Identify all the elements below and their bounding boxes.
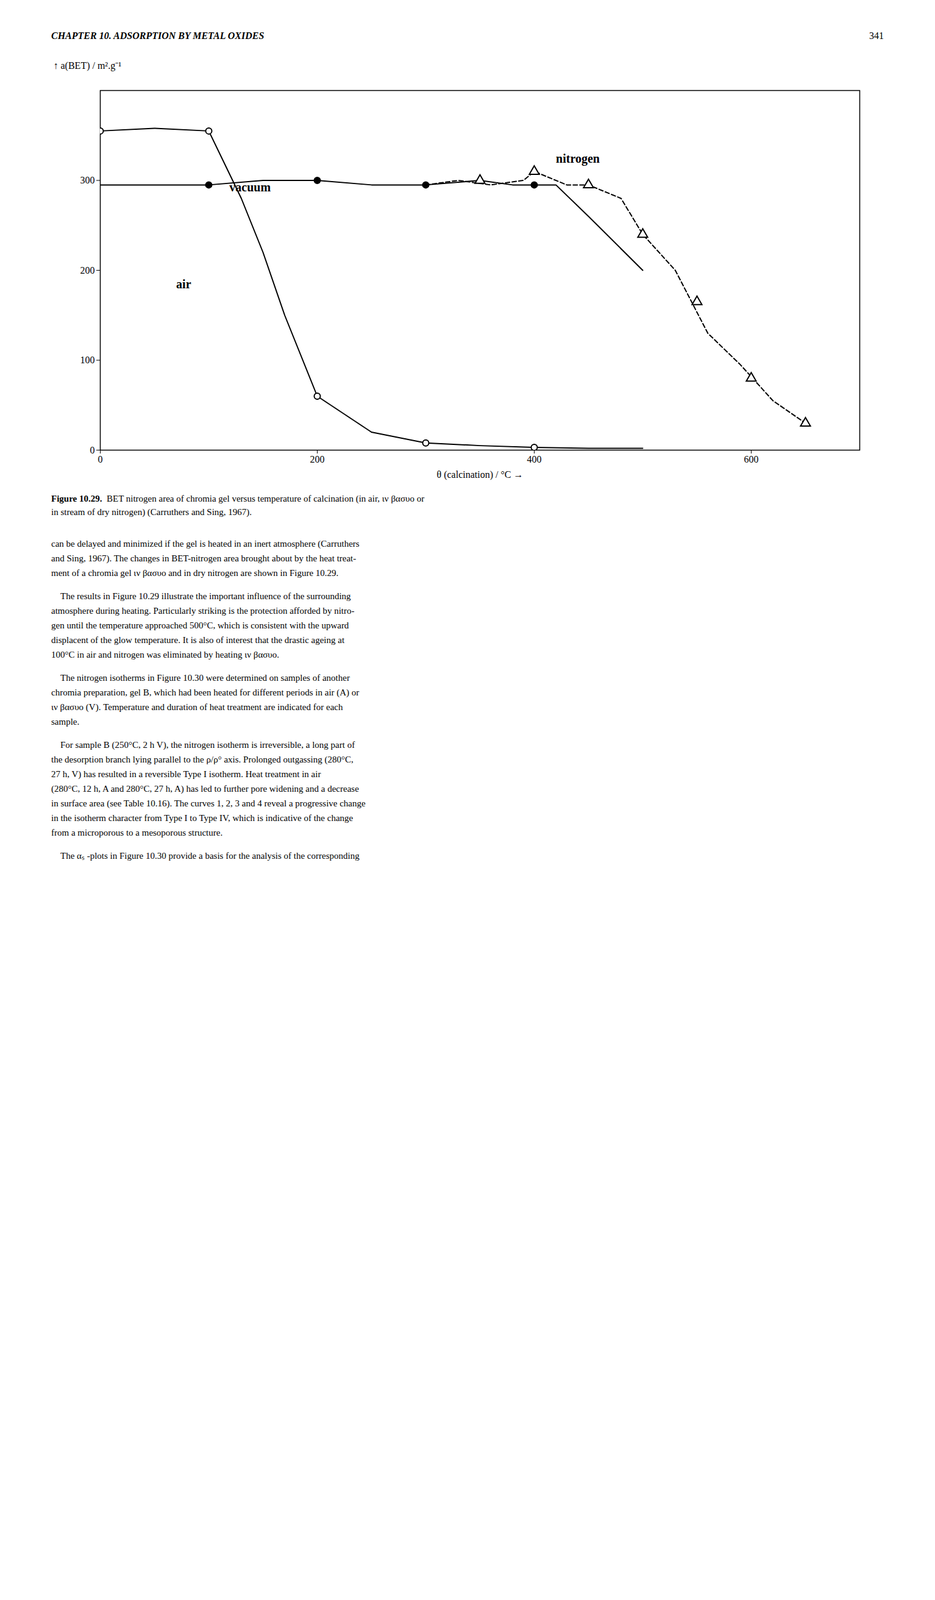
- html-text:Figure 10.29. BET nitrogen are: Figure 10.29. BET nitrogen area of chrom…: [51, 493, 425, 517]
- html-text:CHAPTER 10. ADSORPTION BY META: CHAPTER 10. ADSORPTION BY METAL OXIDES: [51, 30, 265, 41]
- svg-text:300: 300: [80, 174, 96, 186]
- svg-text:100: 100: [80, 354, 96, 366]
- svg-text:0: 0: [98, 454, 104, 465]
- svg-text:200: 200: [80, 265, 96, 276]
- svg-text:air: air: [176, 277, 192, 291]
- html-text:The nitrogen isotherms in Figu: The nitrogen isotherms in Figure 10.30 w…: [51, 672, 360, 727]
- svg-text:nitrogen: nitrogen: [555, 151, 600, 166]
- html-text:The results in Figure 10.29 il: The results in Figure 10.29 illustrate t…: [51, 590, 355, 660]
- svg-text:0: 0: [90, 444, 96, 456]
- svg-text:↑ a(BET) / m².g⁻¹: ↑ a(BET) / m².g⁻¹: [53, 60, 122, 72]
- html-text:can be delayed and minimized i: can be delayed and minimized if the gel …: [51, 538, 360, 578]
- svg-text:θ (calcination) / °C →: θ (calcination) / °C →: [436, 469, 523, 481]
- html-text:For sample B (250°C, 2 h V), t: For sample B (250°C, 2 h V), the nitroge…: [51, 739, 366, 838]
- svg-text:vacuum: vacuum: [229, 180, 271, 194]
- html-text:The αₛ -plots in Figure 10.30: The αₛ -plots in Figure 10.30 provide a …: [51, 850, 360, 861]
- svg-text:600: 600: [744, 454, 759, 465]
- html-text:341: 341: [869, 30, 884, 41]
- svg-text:200: 200: [310, 454, 325, 465]
- svg-text:400: 400: [527, 454, 542, 465]
